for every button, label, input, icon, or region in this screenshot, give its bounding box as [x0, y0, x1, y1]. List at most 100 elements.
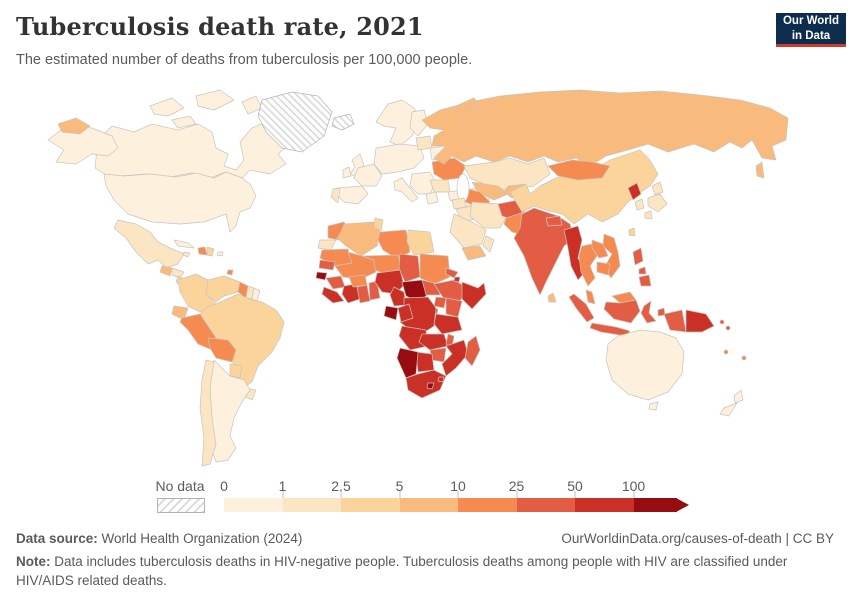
country-greenland[interactable] [257, 91, 333, 153]
country-mongolia[interactable] [547, 159, 611, 181]
footer-link[interactable]: OurWorldinData.org/causes-of-death | CC … [561, 531, 834, 546]
country-guinea[interactable] [325, 275, 346, 290]
country-japan[interactable] [644, 210, 653, 220]
country-eswatini[interactable] [437, 376, 445, 383]
country-bolivia[interactable] [207, 337, 237, 363]
country-sri-lanka[interactable] [547, 292, 557, 303]
country-central-europe[interactable] [373, 143, 425, 175]
country-somalia[interactable] [461, 281, 487, 310]
country-russia[interactable] [755, 161, 765, 179]
country-tunisia[interactable] [373, 217, 384, 232]
country-india[interactable] [513, 207, 575, 296]
country-chile[interactable] [199, 359, 217, 467]
country-south-africa[interactable] [405, 369, 447, 399]
country-gabon[interactable] [383, 305, 399, 321]
country-guinea-bissau[interactable] [315, 271, 328, 281]
country-sudan[interactable] [419, 253, 451, 285]
country-dominican-republic[interactable] [206, 246, 215, 257]
country-oman[interactable] [482, 235, 495, 253]
country-australia[interactable] [605, 329, 685, 401]
country-france[interactable] [353, 163, 383, 187]
country-congo[interactable] [397, 303, 414, 323]
country-trinidad-and-tobago[interactable] [226, 269, 234, 276]
country-romania[interactable] [429, 179, 451, 193]
country-uzbekistan[interactable] [471, 181, 509, 201]
country-italy[interactable] [393, 177, 419, 203]
country-finland[interactable] [409, 109, 429, 137]
country-solomon-islands[interactable] [725, 325, 731, 331]
country-north-korea[interactable] [627, 182, 642, 201]
country-botswana[interactable] [415, 351, 435, 373]
country-russia[interactable] [57, 117, 91, 135]
country-madagascar[interactable] [464, 335, 481, 367]
country-indonesia[interactable] [663, 309, 687, 333]
country-tanzania[interactable] [433, 313, 463, 335]
country-sierra-leone-liberia[interactable] [321, 286, 345, 304]
country-senegal[interactable] [318, 259, 336, 271]
country-mozambique[interactable] [441, 339, 469, 377]
country-portugal[interactable] [330, 187, 341, 204]
country-lesotho[interactable] [426, 382, 435, 390]
country-japan[interactable] [651, 181, 664, 196]
country-solomon-islands[interactable] [719, 319, 725, 325]
legend-bin-50-100[interactable] [575, 498, 634, 512]
country-united-states[interactable] [103, 171, 257, 233]
country-taiwan[interactable] [628, 227, 636, 237]
world-map[interactable] [0, 80, 850, 470]
legend-bin-0-1[interactable] [224, 498, 283, 512]
country-indonesia[interactable] [568, 293, 595, 323]
country-australia[interactable] [648, 401, 659, 411]
country-laos[interactable] [591, 239, 609, 259]
country-ghana[interactable] [356, 284, 371, 304]
country-philippines[interactable] [638, 274, 652, 287]
country-nepal[interactable] [545, 215, 563, 227]
country-malaysia[interactable] [585, 289, 596, 305]
country-ireland[interactable] [342, 166, 352, 179]
country-papua-new-guinea[interactable] [685, 309, 715, 333]
country-saudi-arabia[interactable] [449, 213, 487, 249]
country-jamaica[interactable] [182, 251, 191, 258]
country-uganda[interactable] [433, 296, 447, 309]
country-djibouti[interactable] [453, 276, 461, 283]
country-canada[interactable] [195, 89, 235, 111]
country-russia[interactable] [421, 89, 789, 167]
country-new-zealand[interactable] [733, 389, 744, 404]
country-vanuatu[interactable] [723, 349, 729, 355]
country-russia[interactable] [455, 97, 481, 115]
country-cameroon[interactable] [389, 286, 407, 307]
country-greece[interactable] [425, 191, 439, 205]
country-cambodia[interactable] [596, 261, 611, 276]
country-philippines[interactable] [632, 247, 644, 266]
country-guatemala[interactable] [159, 265, 173, 277]
no-data-swatch[interactable] [157, 498, 205, 513]
country-scandinavia[interactable] [375, 99, 421, 147]
country-western-sahara[interactable] [317, 239, 337, 251]
legend-bin-25-50[interactable] [516, 498, 575, 512]
legend-bin-5-10[interactable] [399, 498, 458, 512]
country-mexico[interactable] [113, 219, 185, 269]
country-indonesia[interactable] [640, 300, 657, 324]
country-canada[interactable] [94, 121, 291, 179]
legend-bar[interactable] [224, 498, 677, 512]
country-japan[interactable] [647, 193, 668, 213]
legend-bin-1-2.5[interactable] [282, 498, 341, 512]
country-angola[interactable] [398, 325, 429, 351]
country-baltics[interactable] [415, 135, 433, 151]
country-philippines[interactable] [638, 266, 647, 275]
country-fiji[interactable] [741, 355, 747, 361]
country-zambia[interactable] [418, 333, 449, 351]
country-canada[interactable] [171, 115, 197, 129]
country-spain[interactable] [335, 185, 369, 205]
country-haiti[interactable] [197, 246, 208, 256]
country-yemen[interactable] [461, 245, 487, 261]
country-new-zealand[interactable] [719, 402, 738, 417]
country-canada[interactable] [149, 97, 185, 117]
country-south-korea[interactable] [634, 198, 645, 211]
legend-bin-2.5-5[interactable] [341, 498, 400, 512]
country-egypt[interactable] [406, 229, 435, 256]
legend-bin-10-25[interactable] [458, 498, 517, 512]
country-iceland[interactable] [331, 113, 355, 131]
country-puerto-rico[interactable] [216, 251, 224, 257]
country-paraguay[interactable] [229, 363, 243, 379]
legend-bin-100+[interactable] [633, 498, 677, 512]
